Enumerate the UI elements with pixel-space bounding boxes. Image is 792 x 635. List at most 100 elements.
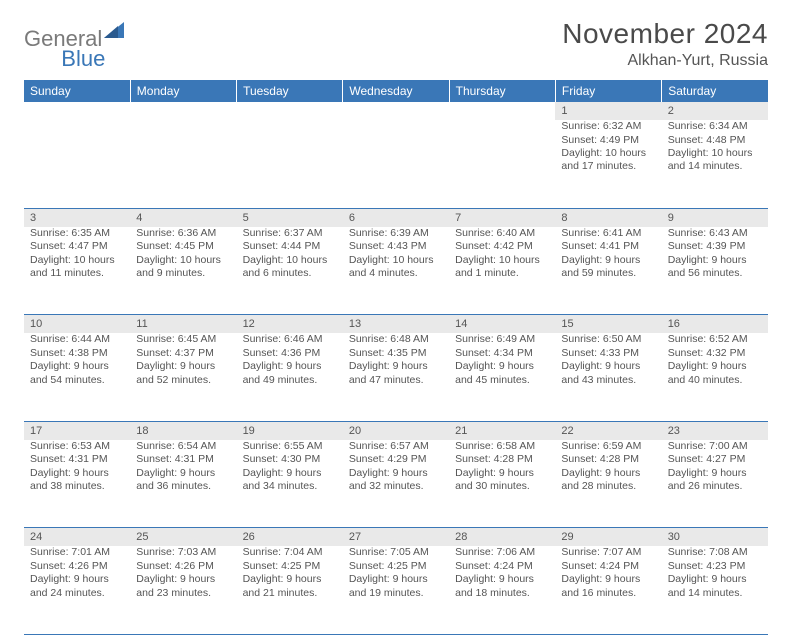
daylight-text: Daylight: 10 hours and 6 minutes. (243, 254, 337, 281)
sunset-text: Sunset: 4:29 PM (349, 453, 443, 466)
daylight-text: Daylight: 9 hours and 14 minutes. (668, 573, 762, 600)
day-content-cell (24, 120, 130, 208)
day-content-cell: Sunrise: 6:57 AMSunset: 4:29 PMDaylight:… (343, 440, 449, 528)
day-number-cell: 26 (237, 528, 343, 547)
day-number-cell: 15 (555, 315, 661, 334)
sunrise-text: Sunrise: 6:32 AM (561, 120, 655, 133)
day-content-row: Sunrise: 6:44 AMSunset: 4:38 PMDaylight:… (24, 333, 768, 421)
location-label: Alkhan-Yurt, Russia (562, 52, 768, 70)
sunrise-text: Sunrise: 6:46 AM (243, 333, 337, 346)
daylight-text: Daylight: 9 hours and 16 minutes. (561, 573, 655, 600)
day-content-cell: Sunrise: 7:07 AMSunset: 4:24 PMDaylight:… (555, 546, 661, 634)
day-content-cell: Sunrise: 6:39 AMSunset: 4:43 PMDaylight:… (343, 227, 449, 315)
daylight-text: Daylight: 9 hours and 26 minutes. (668, 467, 762, 494)
sunset-text: Sunset: 4:26 PM (136, 560, 230, 573)
calendar-table: Sunday Monday Tuesday Wednesday Thursday… (24, 80, 768, 635)
day-content-row: Sunrise: 6:53 AMSunset: 4:31 PMDaylight:… (24, 440, 768, 528)
sunrise-text: Sunrise: 6:41 AM (561, 227, 655, 240)
sunset-text: Sunset: 4:32 PM (668, 347, 762, 360)
day-content-cell (237, 120, 343, 208)
weekday-header: Saturday (662, 80, 768, 102)
sunset-text: Sunset: 4:47 PM (30, 240, 124, 253)
day-number-cell: 4 (130, 208, 236, 227)
sunrise-text: Sunrise: 6:43 AM (668, 227, 762, 240)
day-content-row: Sunrise: 6:32 AMSunset: 4:49 PMDaylight:… (24, 120, 768, 208)
day-number-cell: 7 (449, 208, 555, 227)
sunrise-text: Sunrise: 6:48 AM (349, 333, 443, 346)
day-number-cell: 22 (555, 421, 661, 440)
sunrise-text: Sunrise: 6:55 AM (243, 440, 337, 453)
day-content-cell: Sunrise: 7:06 AMSunset: 4:24 PMDaylight:… (449, 546, 555, 634)
day-content-cell: Sunrise: 6:40 AMSunset: 4:42 PMDaylight:… (449, 227, 555, 315)
sunset-text: Sunset: 4:24 PM (561, 560, 655, 573)
daylight-text: Daylight: 9 hours and 43 minutes. (561, 360, 655, 387)
day-number-cell: 30 (662, 528, 768, 547)
sunset-text: Sunset: 4:28 PM (455, 453, 549, 466)
day-number-cell: 1 (555, 102, 661, 120)
sunrise-text: Sunrise: 7:00 AM (668, 440, 762, 453)
day-number-cell: 6 (343, 208, 449, 227)
day-number-cell: 29 (555, 528, 661, 547)
day-number-cell (343, 102, 449, 120)
day-content-cell: Sunrise: 6:53 AMSunset: 4:31 PMDaylight:… (24, 440, 130, 528)
daylight-text: Daylight: 9 hours and 30 minutes. (455, 467, 549, 494)
day-number-cell: 18 (130, 421, 236, 440)
month-title: November 2024 (562, 18, 768, 50)
day-number-row: 17181920212223 (24, 421, 768, 440)
sunset-text: Sunset: 4:35 PM (349, 347, 443, 360)
day-content-row: Sunrise: 6:35 AMSunset: 4:47 PMDaylight:… (24, 227, 768, 315)
sunrise-text: Sunrise: 7:05 AM (349, 546, 443, 559)
day-number-cell: 9 (662, 208, 768, 227)
day-content-cell: Sunrise: 6:37 AMSunset: 4:44 PMDaylight:… (237, 227, 343, 315)
daylight-text: Daylight: 9 hours and 19 minutes. (349, 573, 443, 600)
day-content-cell: Sunrise: 7:04 AMSunset: 4:25 PMDaylight:… (237, 546, 343, 634)
day-number-cell: 10 (24, 315, 130, 334)
sunrise-text: Sunrise: 7:04 AM (243, 546, 337, 559)
day-number-cell: 8 (555, 208, 661, 227)
day-content-cell: Sunrise: 7:01 AMSunset: 4:26 PMDaylight:… (24, 546, 130, 634)
daylight-text: Daylight: 9 hours and 47 minutes. (349, 360, 443, 387)
day-number-cell: 24 (24, 528, 130, 547)
sunrise-text: Sunrise: 6:36 AM (136, 227, 230, 240)
day-content-cell: Sunrise: 6:41 AMSunset: 4:41 PMDaylight:… (555, 227, 661, 315)
sunset-text: Sunset: 4:25 PM (243, 560, 337, 573)
day-number-cell: 25 (130, 528, 236, 547)
daylight-text: Daylight: 9 hours and 21 minutes. (243, 573, 337, 600)
day-number-cell: 2 (662, 102, 768, 120)
daylight-text: Daylight: 9 hours and 56 minutes. (668, 254, 762, 281)
daylight-text: Daylight: 9 hours and 38 minutes. (30, 467, 124, 494)
sunset-text: Sunset: 4:33 PM (561, 347, 655, 360)
day-number-row: 24252627282930 (24, 528, 768, 547)
sunrise-text: Sunrise: 6:50 AM (561, 333, 655, 346)
daylight-text: Daylight: 9 hours and 59 minutes. (561, 254, 655, 281)
sunrise-text: Sunrise: 6:40 AM (455, 227, 549, 240)
day-content-cell: Sunrise: 6:35 AMSunset: 4:47 PMDaylight:… (24, 227, 130, 315)
sunrise-text: Sunrise: 6:53 AM (30, 440, 124, 453)
daylight-text: Daylight: 9 hours and 36 minutes. (136, 467, 230, 494)
sunrise-text: Sunrise: 7:03 AM (136, 546, 230, 559)
calendar-page: General Blue November 2024 Alkhan-Yurt, … (0, 0, 792, 635)
day-content-cell: Sunrise: 6:48 AMSunset: 4:35 PMDaylight:… (343, 333, 449, 421)
brand-triangle-icon (104, 22, 124, 43)
day-content-cell: Sunrise: 6:44 AMSunset: 4:38 PMDaylight:… (24, 333, 130, 421)
day-number-cell: 19 (237, 421, 343, 440)
day-number-cell: 16 (662, 315, 768, 334)
day-content-cell: Sunrise: 7:05 AMSunset: 4:25 PMDaylight:… (343, 546, 449, 634)
day-number-cell: 28 (449, 528, 555, 547)
day-content-cell: Sunrise: 6:45 AMSunset: 4:37 PMDaylight:… (130, 333, 236, 421)
sunset-text: Sunset: 4:28 PM (561, 453, 655, 466)
sunset-text: Sunset: 4:43 PM (349, 240, 443, 253)
sunrise-text: Sunrise: 7:07 AM (561, 546, 655, 559)
sunset-text: Sunset: 4:39 PM (668, 240, 762, 253)
brand-logo: General Blue (24, 18, 167, 52)
weekday-header: Thursday (449, 80, 555, 102)
day-number-cell: 17 (24, 421, 130, 440)
sunset-text: Sunset: 4:42 PM (455, 240, 549, 253)
daylight-text: Daylight: 9 hours and 52 minutes. (136, 360, 230, 387)
weekday-header: Friday (555, 80, 661, 102)
day-number-cell: 20 (343, 421, 449, 440)
daylight-text: Daylight: 9 hours and 34 minutes. (243, 467, 337, 494)
weekday-header: Tuesday (237, 80, 343, 102)
day-number-cell: 27 (343, 528, 449, 547)
sunset-text: Sunset: 4:27 PM (668, 453, 762, 466)
